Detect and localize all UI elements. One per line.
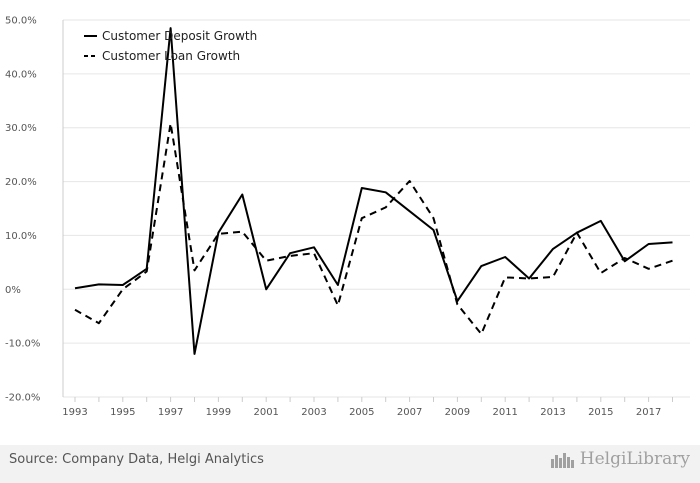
y-tick-label: 40.0% [5,69,37,80]
x-tick-label: 2003 [301,407,326,418]
x-tick-label: 2015 [588,407,613,418]
y-tick-label: -10.0% [5,339,40,350]
x-tick-label: 2001 [253,407,278,418]
y-tick-label: 50.0% [5,16,37,27]
series-line-1 [74,27,673,355]
x-tick-label: 2011 [492,407,517,418]
x-tick-label: 1999 [206,407,231,418]
x-tick-label: 1993 [62,407,87,418]
legend-label-2: Customer Loan Growth [102,49,240,63]
y-tick-label: -20.0% [5,393,40,404]
brand-logo: HelgiLibrary [550,449,690,469]
legend-label-1: Customer Deposit Growth [102,29,257,43]
x-tick-label: 2007 [397,407,422,418]
footer-bar: Source: Company Data, Helgi Analytics He… [0,445,700,483]
legend: Customer Deposit Growth Customer Loan Gro… [84,29,257,63]
grid-lines [63,19,690,398]
brand-name: HelgiLibrary [579,449,690,469]
line-chart: 50.0% 40.0% 30.0% 20.0% 10.0% 0% -10.0% -20.0% 1… [5,16,690,418]
y-tick-label: 30.0% [5,123,37,134]
series-lines [74,27,673,355]
x-tick-label: 2005 [349,407,374,418]
x-tick-label: 2013 [540,407,565,418]
x-tick-label: 1995 [110,407,135,418]
axes: 50.0% 40.0% 30.0% 20.0% 10.0% 0% -10.0% -20.0% 1… [5,16,673,418]
x-tick-label: 2009 [445,407,470,418]
library-icon [550,453,574,468]
x-tick-label: 1997 [158,407,183,418]
chart-area: 50.0% 40.0% 30.0% 20.0% 10.0% 0% -10.0% -20.0% 1… [5,16,690,418]
series-line-2 [74,122,673,335]
x-tick-label: 2017 [636,407,661,418]
y-tick-label: 10.0% [5,231,37,242]
y-tick-label: 0% [5,285,21,296]
y-tick-label: 20.0% [5,177,37,188]
source-note: Source: Company Data, Helgi Analytics [9,452,264,467]
